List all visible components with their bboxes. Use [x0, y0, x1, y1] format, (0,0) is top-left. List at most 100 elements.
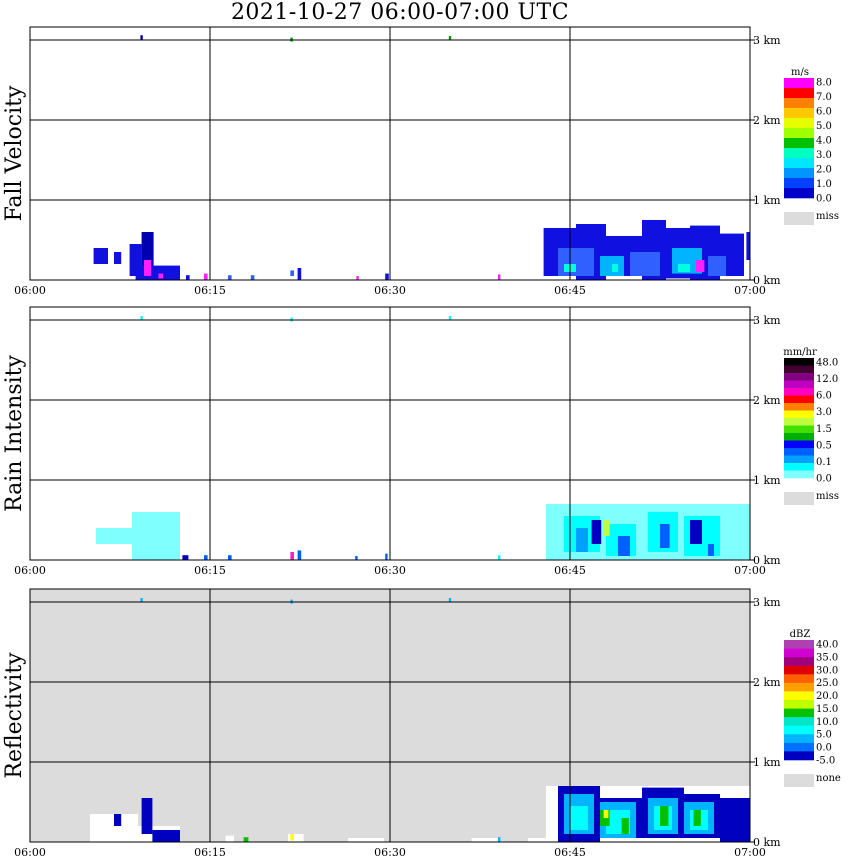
- legend-swatch: [784, 725, 814, 735]
- legend-swatch: [784, 128, 814, 139]
- data-cell: [204, 273, 208, 280]
- chart-title: 2021-10-27 06:00-07:00 UTC: [230, 0, 570, 25]
- legend-label: 5.0: [816, 730, 832, 741]
- legend-swatch: [784, 188, 814, 199]
- x-tick-label: 07:00: [734, 846, 766, 859]
- legend-label: 0.0: [816, 474, 832, 485]
- y-tick-label: 2 km: [753, 394, 781, 407]
- legend-label: 35.0: [816, 652, 838, 663]
- x-tick-label: 06:00: [14, 564, 46, 577]
- legend-swatch: [784, 742, 814, 752]
- legend-swatch: [784, 470, 814, 479]
- data-cell: [93, 248, 108, 264]
- legend-label: 1.5: [816, 424, 832, 435]
- data-cell: [498, 837, 501, 842]
- y-tick-label: 2 km: [753, 676, 781, 689]
- data-cell: [228, 555, 232, 560]
- legend-swatch: [784, 410, 814, 419]
- plot-frame: [29, 26, 751, 281]
- legend-swatch: [784, 440, 814, 449]
- data-cell: [290, 270, 294, 276]
- legend-swatch: [784, 148, 814, 159]
- data-cell: [498, 274, 501, 280]
- legend-swatch: [784, 691, 814, 701]
- data-cell: [356, 276, 359, 280]
- legend-swatch: [784, 425, 814, 434]
- data-cell: [690, 520, 702, 544]
- data-cell: [204, 555, 208, 560]
- data-cell: [448, 316, 452, 320]
- legend-swatch: [784, 168, 814, 179]
- legend-label: 0.0: [816, 743, 832, 754]
- legend-swatch: [784, 717, 814, 726]
- legend-miss-label: miss: [816, 491, 839, 502]
- legend-miss-swatch: [784, 492, 814, 505]
- data-cell: [603, 810, 609, 818]
- x-tick-label: 06:15: [194, 284, 226, 297]
- x-tick-label: 06:30: [374, 284, 406, 297]
- legend-swatch: [784, 648, 814, 658]
- data-cell: [385, 553, 388, 560]
- data-cell: [144, 260, 152, 276]
- x-tick-label: 07:00: [734, 284, 766, 297]
- legend-label: 0.1: [816, 457, 832, 468]
- legend-swatch: [784, 158, 814, 169]
- data-cell: [140, 598, 143, 602]
- legend-swatch: [784, 455, 814, 464]
- data-cell: [570, 806, 588, 830]
- data-cell: [225, 835, 234, 842]
- y-axis-title: Fall Velocity: [2, 85, 27, 221]
- data-cell: [448, 598, 452, 602]
- y-axis-title: Rain Intensity: [2, 354, 27, 511]
- data-cell: [114, 252, 122, 264]
- data-cell: [660, 524, 670, 548]
- legend-swatch: [784, 674, 814, 684]
- data-cell: [591, 520, 602, 544]
- x-tick-label: 06:45: [554, 284, 586, 297]
- data-cell: [348, 838, 384, 842]
- legend-label: 2.0: [816, 165, 832, 176]
- data-cell: [114, 814, 122, 826]
- data-cell: [355, 556, 358, 560]
- legend-swatch: [784, 700, 814, 709]
- y-tick-label: 0 km: [753, 274, 781, 287]
- data-cell: [708, 256, 726, 276]
- legend-swatch: [784, 433, 814, 441]
- x-tick-label: 06:15: [194, 846, 226, 859]
- data-cell: [141, 798, 153, 834]
- legend-label: -5.0: [816, 756, 835, 767]
- legend-swatch: [784, 380, 814, 389]
- legend-swatch: [784, 418, 814, 426]
- x-tick-label: 06:00: [14, 284, 46, 297]
- data-cell: [290, 834, 294, 841]
- data-cell: [708, 544, 714, 556]
- legend-swatch: [784, 734, 814, 744]
- legend-swatch: [784, 118, 814, 129]
- legend-miss-swatch: [784, 774, 814, 787]
- x-tick-label: 06:45: [554, 564, 586, 577]
- data-cell: [528, 838, 546, 842]
- legend-label: 8.0: [816, 78, 832, 89]
- legend-swatch: [784, 98, 814, 109]
- legend-label: 12.0: [816, 374, 838, 385]
- legend-label: 15.0: [816, 704, 838, 715]
- legend-label: 1.0: [816, 179, 832, 190]
- data-cell: [250, 275, 255, 280]
- legend-swatch: [784, 365, 814, 374]
- data-cell: [471, 838, 501, 842]
- legend-label: 30.0: [816, 665, 838, 676]
- legend-label: 6.0: [816, 391, 832, 402]
- plot-frame: [29, 306, 751, 561]
- legend-swatch: [784, 682, 814, 692]
- legend-swatch: [784, 463, 814, 471]
- legend-unit: dBZ: [790, 629, 811, 640]
- legend-swatch: [784, 178, 814, 189]
- data-cell: [385, 273, 389, 280]
- data-cell: [182, 555, 189, 560]
- data-cell: [693, 810, 701, 826]
- legend-miss-swatch: [784, 212, 814, 225]
- x-tick-label: 06:00: [14, 846, 46, 859]
- data-cell: [186, 275, 190, 280]
- data-cell: [576, 528, 588, 552]
- x-tick-label: 06:45: [554, 846, 586, 859]
